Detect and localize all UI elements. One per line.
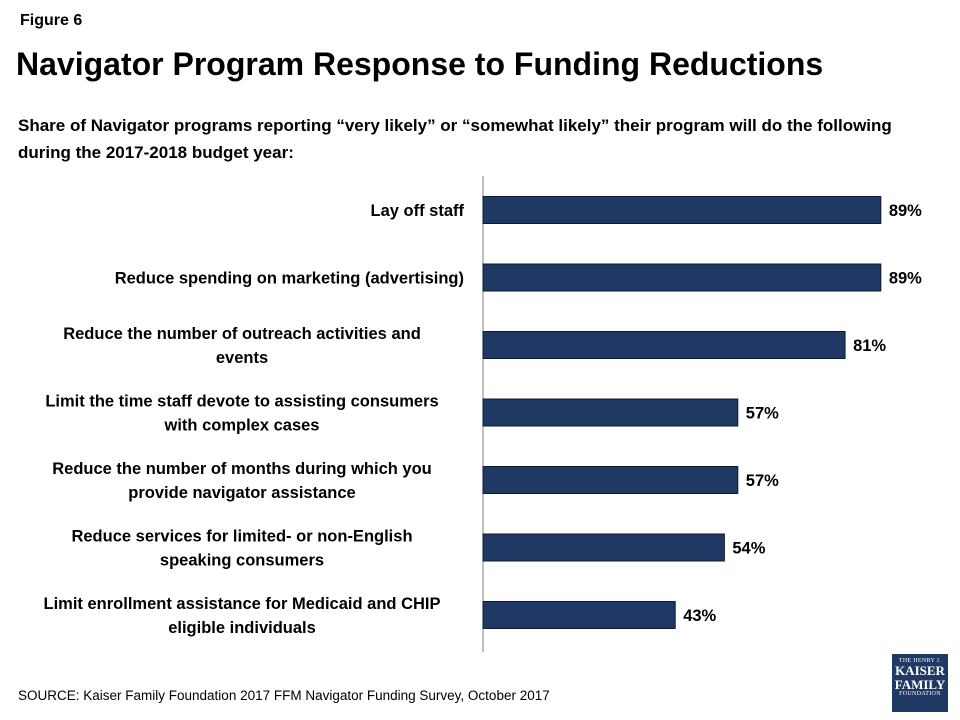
bar-1	[482, 263, 882, 292]
bar-2	[482, 331, 846, 359]
category-label-1: Reduce spending on marketing (advertisin…	[115, 270, 464, 288]
value-label-3: 57%	[746, 405, 779, 423]
logo-line-1: THE HENRY J.	[898, 658, 942, 664]
chart-title: Navigator Program Response to Funding Re…	[16, 46, 824, 82]
value-label-0: 89%	[889, 202, 922, 220]
logo-line-3: FAMILY	[894, 677, 946, 692]
value-label-1: 89%	[889, 270, 922, 288]
value-label-5: 54%	[732, 540, 765, 558]
value-label-4: 57%	[746, 472, 779, 490]
category-label-0: Lay off staff	[370, 202, 464, 220]
bar-4	[482, 466, 739, 494]
category-label-6: Limit enrollment assistance for Medicaid…	[43, 595, 440, 637]
source-note: SOURCE: Kaiser Family Foundation 2017 FF…	[18, 688, 550, 703]
logo-line-2: KAISER	[895, 663, 945, 678]
bar-3	[482, 398, 739, 427]
bar-5	[482, 533, 725, 562]
bar-0	[482, 196, 882, 224]
chart-subtitle: Share of Navigator programs reporting “v…	[18, 116, 892, 162]
category-label-2: Reduce the number of outreach activities…	[63, 325, 421, 367]
kff-logo: THE HENRY J. KAISER FAMILY FOUNDATION	[892, 654, 948, 712]
category-label-4: Reduce the number of months during which…	[52, 460, 432, 502]
category-label-3: Limit the time staff devote to assisting…	[45, 393, 438, 435]
category-label-5: Reduce services for limited- or non-Engl…	[71, 528, 412, 570]
bar-chart: 89% Lay off staff 89% Reduce spending on ma…	[43, 176, 922, 652]
figure-label: Figure 6	[20, 12, 83, 29]
bar-6	[482, 601, 676, 629]
logo-line-4: FOUNDATION	[899, 691, 941, 697]
value-label-2: 81%	[853, 337, 886, 355]
value-label-6: 43%	[683, 607, 716, 625]
